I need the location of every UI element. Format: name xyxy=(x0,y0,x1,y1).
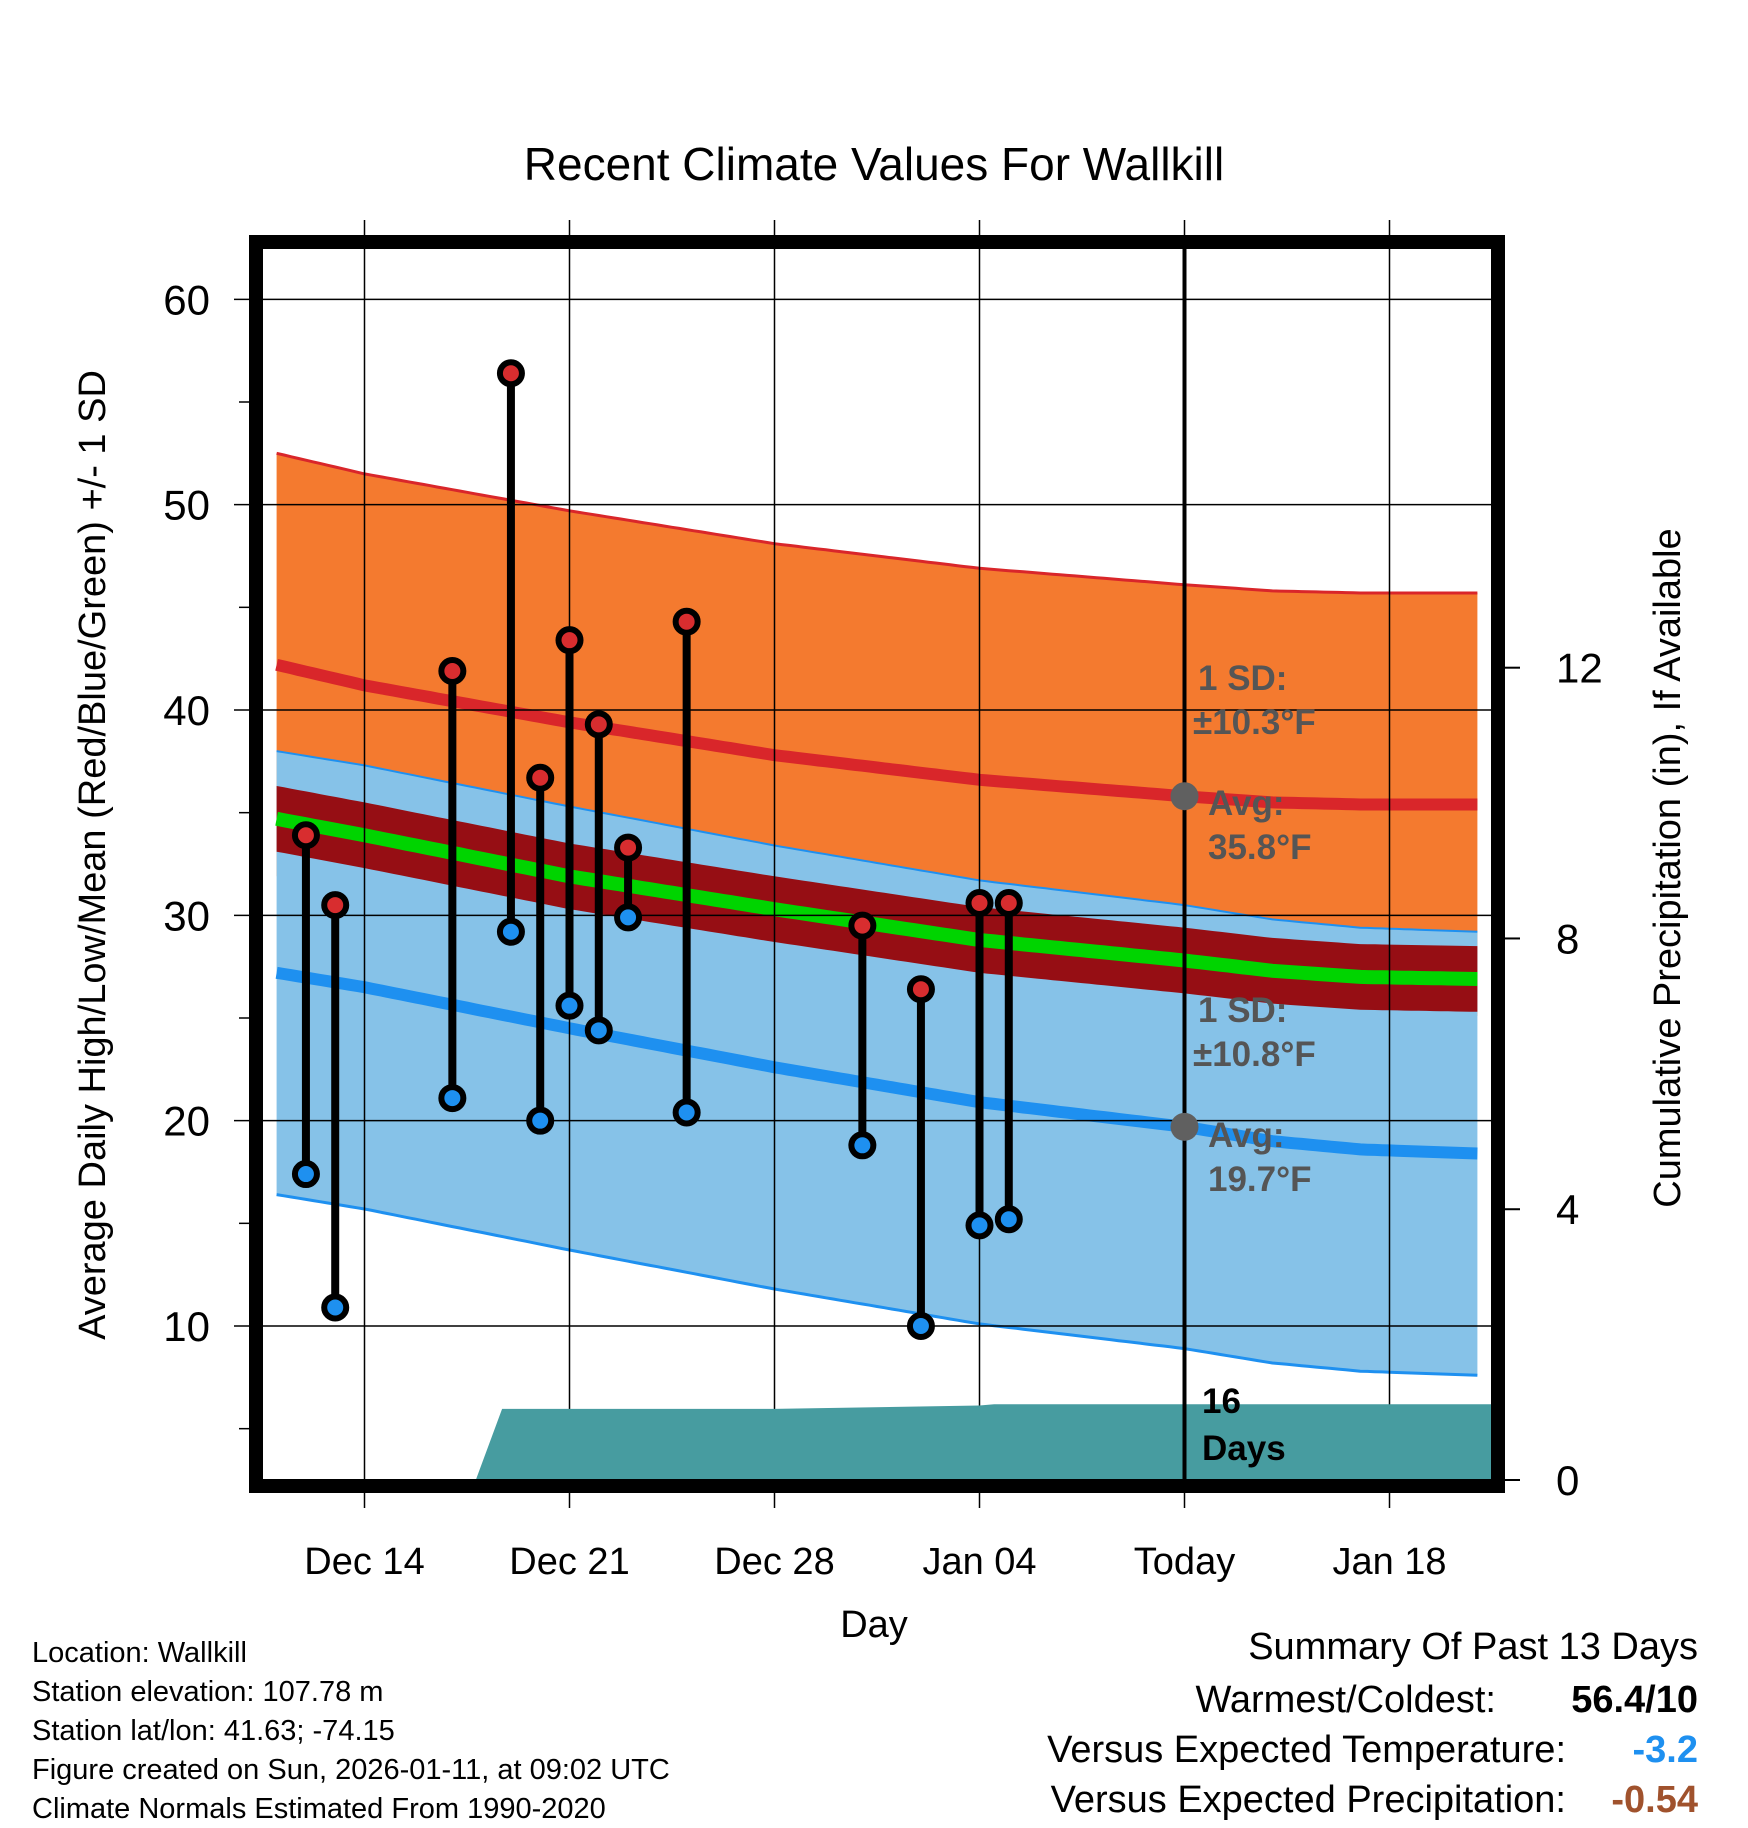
summary-temp-value: -3.2 xyxy=(1633,1729,1698,1771)
mean-average-line xyxy=(275,811,1478,986)
obs-low-point-7 xyxy=(614,903,643,932)
x-tick-label-1: Dec 21 xyxy=(509,1541,629,1583)
high-sd-value: ±10.3°F xyxy=(1193,703,1316,742)
obs-high-point-3 xyxy=(496,359,525,388)
summary-warm-cold-label: Warmest/Coldest: xyxy=(1195,1679,1496,1721)
x-tick-label-4: Today xyxy=(1134,1541,1235,1583)
axes: 10 20 30 40 50 60 0 4 8 12 Dec 14 Dec 21 Dec 28 Jan 0… xyxy=(163,276,1602,1583)
low-avg-label: Avg: xyxy=(1208,1116,1284,1155)
obs-high-point-1 xyxy=(321,891,350,920)
y-axis-label-left: Average Daily High/Low/Mean (Red/Blue/Gr… xyxy=(72,370,114,1340)
y-right-tick-label-3: 12 xyxy=(1556,645,1603,692)
obs-high-point-6 xyxy=(584,710,613,739)
obs-high-point-8 xyxy=(672,607,701,636)
low-sd-value: ±10.8°F xyxy=(1193,1035,1316,1074)
days-word: Days xyxy=(1202,1429,1286,1468)
obs-low-point-1 xyxy=(321,1293,350,1322)
obs-low-point-2 xyxy=(438,1084,467,1113)
y-axis-label-right: Cumulative Precipitation (in), If Availa… xyxy=(1647,528,1689,1207)
summary-precip-value: -0.54 xyxy=(1611,1779,1698,1821)
today-marker xyxy=(1170,248,1199,1480)
low-sd-lower-line xyxy=(276,1193,1478,1377)
obs-high-point-10 xyxy=(906,975,935,1004)
obs-low-point-4 xyxy=(526,1106,555,1135)
low-average-line xyxy=(275,966,1478,1160)
obs-high-point-9 xyxy=(848,911,877,940)
obs-low-point-3 xyxy=(496,917,525,946)
obs-high-point-4 xyxy=(526,763,555,792)
high-sd-upper-line xyxy=(276,451,1478,595)
obs-low-point-8 xyxy=(672,1098,701,1127)
observed-temperatures xyxy=(291,359,1023,1340)
high-sd-label: 1 SD: xyxy=(1198,659,1287,698)
precipitation-area xyxy=(475,1404,1492,1480)
high-avg-value: 35.8°F xyxy=(1208,828,1312,867)
x-tick-label-3: Jan 04 xyxy=(922,1541,1036,1583)
y-right-tick-label-2: 8 xyxy=(1556,915,1579,962)
y-left-tick-label-3: 40 xyxy=(163,687,210,734)
y-left-tick-label-5: 60 xyxy=(163,276,210,323)
annotations: 1 SD: ±10.3°F Avg: 35.8°F 1 SD: ±10.8°F Avg: 19… xyxy=(1193,659,1316,1468)
low-avg-value: 19.7°F xyxy=(1208,1160,1312,1199)
obs-low-point-10 xyxy=(906,1312,935,1340)
summary-title: Summary Of Past 13 Days xyxy=(1248,1626,1698,1668)
obs-low-point-11 xyxy=(965,1211,994,1240)
obs-high-point-5 xyxy=(555,626,584,655)
obs-high-point-2 xyxy=(438,656,467,685)
x-tick-label-0: Dec 14 xyxy=(304,1541,424,1583)
obs-low-point-5 xyxy=(555,991,584,1020)
info-elevation: Station elevation: 107.78 m xyxy=(32,1676,383,1708)
summary-precip-label: Versus Expected Precipitation: xyxy=(1051,1779,1566,1821)
precip-area xyxy=(475,1404,1492,1480)
y-left-tick-label-2: 30 xyxy=(163,892,210,939)
station-info: Location: Wallkill Station elevation: 10… xyxy=(32,1637,670,1825)
chart-title: Recent Climate Values For Wallkill xyxy=(524,138,1224,190)
summary-panel: Summary Of Past 13 Days Warmest/Coldest:… xyxy=(1047,1626,1698,1821)
y-right-tick-label-0: 0 xyxy=(1556,1457,1579,1504)
info-latlon: Station lat/lon: 41.63; -74.15 xyxy=(32,1715,395,1747)
obs-high-point-12 xyxy=(994,889,1023,918)
info-normals: Climate Normals Estimated From 1990-2020 xyxy=(32,1793,606,1825)
info-created: Figure created on Sun, 2026-01-11, at 09… xyxy=(32,1754,670,1786)
obs-low-point-6 xyxy=(584,1016,613,1045)
x-tick-label-5: Jan 18 xyxy=(1332,1541,1446,1583)
high-avg-marker xyxy=(1170,782,1199,811)
y-left-tick-label-1: 20 xyxy=(163,1098,210,1145)
days-count: 16 xyxy=(1202,1382,1241,1421)
high-average-line xyxy=(275,658,1478,811)
obs-high-point-7 xyxy=(614,833,643,862)
obs-low-point-0 xyxy=(291,1160,320,1189)
x-axis-label: Day xyxy=(840,1604,908,1646)
summary-temp-label: Versus Expected Temperature: xyxy=(1047,1729,1566,1771)
obs-low-point-9 xyxy=(848,1131,877,1160)
obs-high-point-0 xyxy=(291,821,320,850)
x-tick-label-2: Dec 28 xyxy=(714,1541,834,1583)
obs-high-point-11 xyxy=(965,889,994,918)
obs-low-point-12 xyxy=(994,1205,1023,1234)
plot-frame xyxy=(249,235,1505,1493)
y-left-tick-label-0: 10 xyxy=(163,1303,210,1350)
normal-bands xyxy=(275,451,1478,1377)
plot-border xyxy=(249,235,1505,1493)
summary-warm-cold-value: 56.4/10 xyxy=(1571,1679,1698,1721)
y-right-tick-label-1: 4 xyxy=(1556,1186,1579,1233)
high-avg-label: Avg: xyxy=(1208,784,1284,823)
low-sd-upper-line xyxy=(276,750,1478,933)
y-left-tick-label-4: 50 xyxy=(163,482,210,529)
info-location: Location: Wallkill xyxy=(32,1637,247,1669)
low-sd-label: 1 SD: xyxy=(1198,991,1287,1030)
low-avg-marker xyxy=(1170,1112,1199,1141)
